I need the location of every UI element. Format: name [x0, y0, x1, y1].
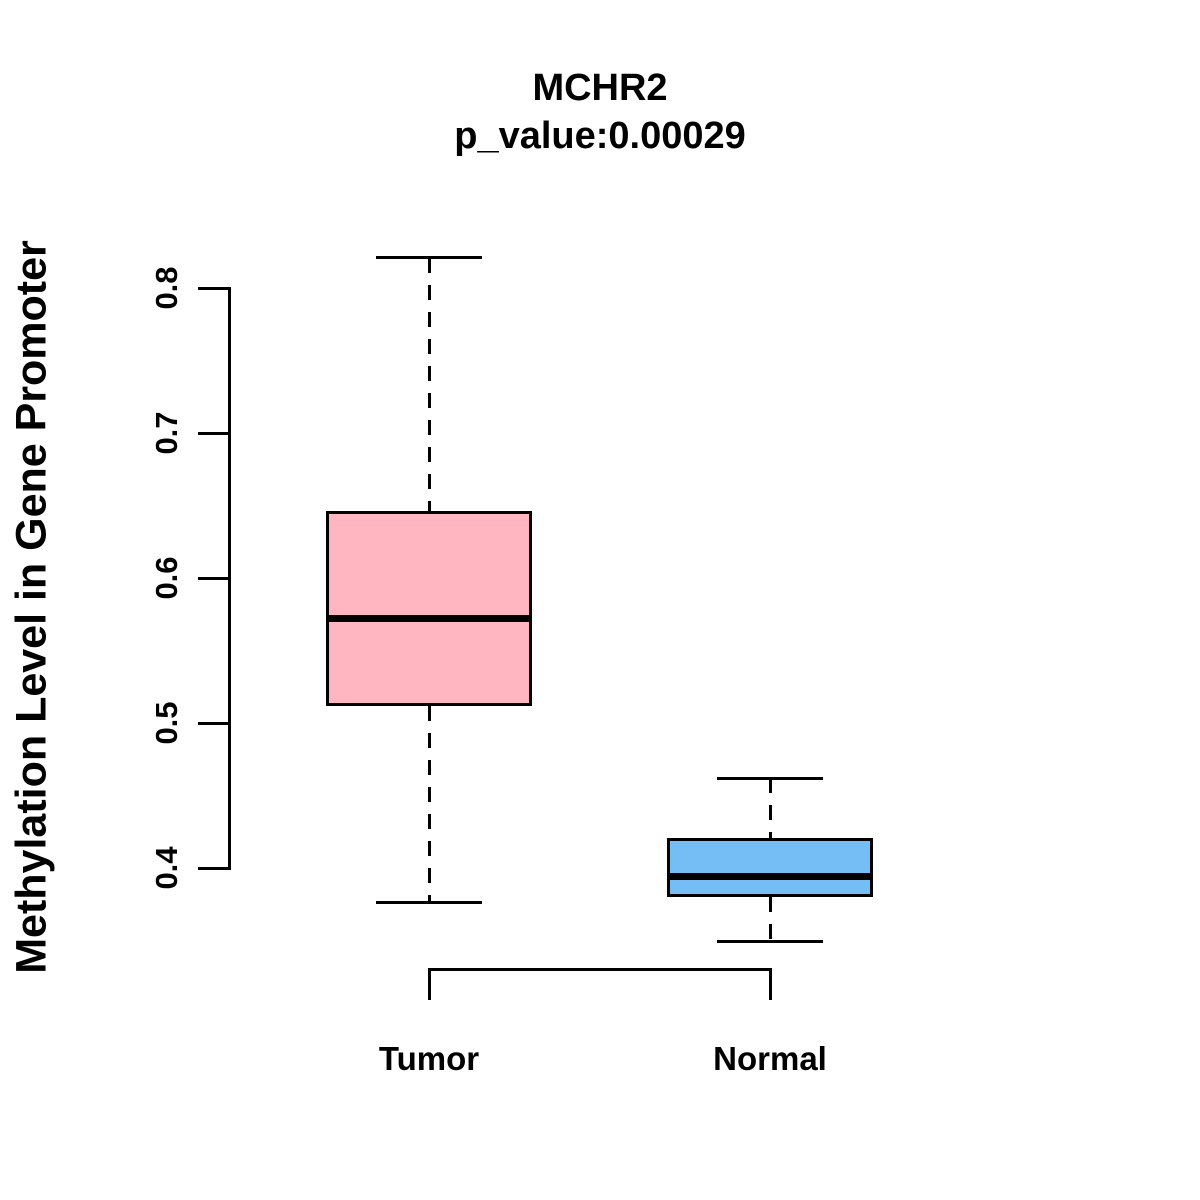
y-tick [198, 431, 228, 435]
y-tick [198, 721, 228, 725]
chart-title: MCHR2 [532, 67, 668, 109]
whisker-cap-top-tumor [376, 256, 482, 260]
whisker-upper-normal [768, 778, 772, 838]
y-tick-label: 0.7 [149, 411, 184, 455]
whisker-lower-tumor [427, 705, 431, 903]
y-axis-line [228, 286, 231, 870]
chart-subtitle: p_value:0.00029 [454, 115, 746, 157]
iqr-box-normal [667, 837, 873, 897]
y-tick-label: 0.5 [149, 701, 184, 745]
y-tick-label: 0.6 [149, 556, 184, 600]
y-axis-label: Methylation Level in Gene Promoter [7, 240, 56, 974]
y-tick [198, 576, 228, 580]
median-line-normal [667, 873, 873, 881]
x-category-label-normal: Normal [713, 1040, 827, 1077]
y-tick-label: 0.8 [149, 266, 184, 310]
whisker-lower-normal [768, 897, 772, 942]
iqr-box-tumor [326, 511, 532, 706]
x-axis-line [427, 967, 772, 971]
x-tick-tumor [427, 969, 431, 1000]
y-tick-label: 0.4 [149, 846, 184, 890]
x-tick-normal [768, 969, 772, 1000]
whisker-cap-top-normal [717, 776, 823, 780]
whisker-upper-tumor [427, 257, 431, 512]
x-category-label-tumor: Tumor [378, 1040, 480, 1077]
whisker-cap-bottom-normal [717, 940, 823, 944]
whisker-cap-bottom-tumor [376, 901, 482, 905]
y-tick [198, 866, 228, 870]
y-tick [198, 286, 228, 290]
median-line-tumor [326, 615, 532, 623]
